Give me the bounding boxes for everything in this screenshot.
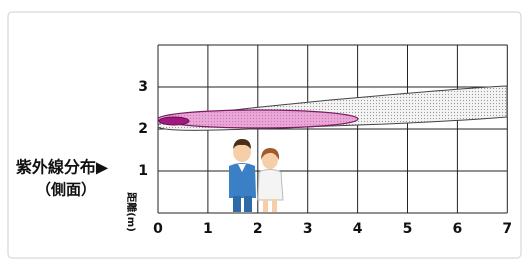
frame xyxy=(8,12,521,258)
x-tick-label: 1 xyxy=(203,221,213,237)
y-tick-label: 1 xyxy=(138,163,148,179)
x-tick-label: 6 xyxy=(453,221,463,237)
x-tick-label: 2 xyxy=(253,221,263,237)
diagram: 紫外線分布▶ （側面） 距離(m) 0 1 2 3 4 5 6 7 1 2 3 xyxy=(0,0,529,265)
x-tick-label: 4 xyxy=(353,221,363,237)
y-tick-label: 3 xyxy=(138,79,148,95)
subtitle: （側面） xyxy=(36,181,96,199)
x-tick-label: 0 xyxy=(153,221,163,237)
title: 紫外線分布▶ xyxy=(16,158,109,177)
x-axis-label: 距離(m) xyxy=(125,192,138,232)
y-tick-label: 2 xyxy=(138,121,148,137)
x-tick-label: 3 xyxy=(303,221,313,237)
x-tick-label: 5 xyxy=(403,221,413,237)
x-tick-label: 7 xyxy=(502,221,512,237)
uv-inner-zone xyxy=(159,117,189,125)
